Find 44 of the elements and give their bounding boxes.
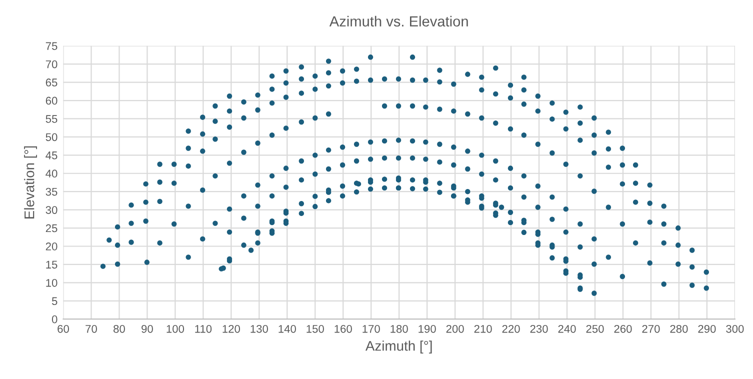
x-tick-label: 250 (586, 324, 604, 333)
y-tick-label: 65 (46, 78, 58, 86)
x-axis-title: Azimuth [°] (365, 340, 432, 354)
x-tick-label: 140 (278, 324, 296, 333)
x-tick-label: 210 (474, 324, 492, 333)
chart-title: Azimuth vs. Elevation (329, 16, 468, 27)
x-tick-label: 180 (390, 324, 408, 333)
x-tick-label: 120 (222, 324, 240, 333)
x-tick-label: 90 (142, 324, 153, 333)
x-tick-label: 240 (558, 324, 576, 333)
x-tick-label: 160 (334, 324, 352, 333)
y-tick-label: 15 (46, 260, 58, 269)
x-tick-label: 300 (726, 324, 744, 333)
y-tick-label: 55 (46, 115, 58, 123)
x-tick-label: 70 (86, 324, 97, 333)
x-tick-label: 80 (114, 324, 125, 333)
y-tick-label: 0 (52, 315, 58, 324)
y-tick-label: 20 (46, 242, 58, 250)
y-tick-label: 10 (46, 278, 58, 287)
x-tick-label: 290 (698, 324, 716, 333)
y-tick-label: 75 (46, 42, 58, 50)
x-tick-label: 190 (418, 324, 436, 333)
x-tick-label: 270 (642, 324, 660, 333)
y-tick-label: 30 (46, 206, 58, 214)
x-tick-label: 110 (195, 324, 212, 333)
y-tick-label: 25 (46, 224, 58, 232)
y-tick-label: 40 (46, 170, 58, 178)
y-tick-label: 35 (46, 188, 58, 196)
y-tick-label: 50 (46, 133, 58, 142)
x-tick-label: 280 (670, 324, 688, 333)
x-tick-label: 200 (446, 324, 464, 333)
y-tick-label: 70 (46, 60, 58, 68)
y-axis-title: Elevation [°] (24, 146, 38, 218)
x-tick-label: 150 (306, 324, 324, 333)
x-tick-label: 260 (614, 324, 632, 333)
y-tick-label: 5 (52, 297, 58, 306)
x-tick-label: 130 (250, 324, 268, 333)
x-tick-label: 230 (530, 324, 548, 333)
x-tick-label: 170 (362, 324, 380, 333)
y-tick-label: 45 (46, 152, 58, 160)
x-tick-label: 60 (58, 324, 69, 333)
x-tick-label: 220 (502, 324, 520, 333)
y-tick-label: 60 (46, 96, 58, 105)
x-tick-label: 100 (166, 324, 184, 333)
